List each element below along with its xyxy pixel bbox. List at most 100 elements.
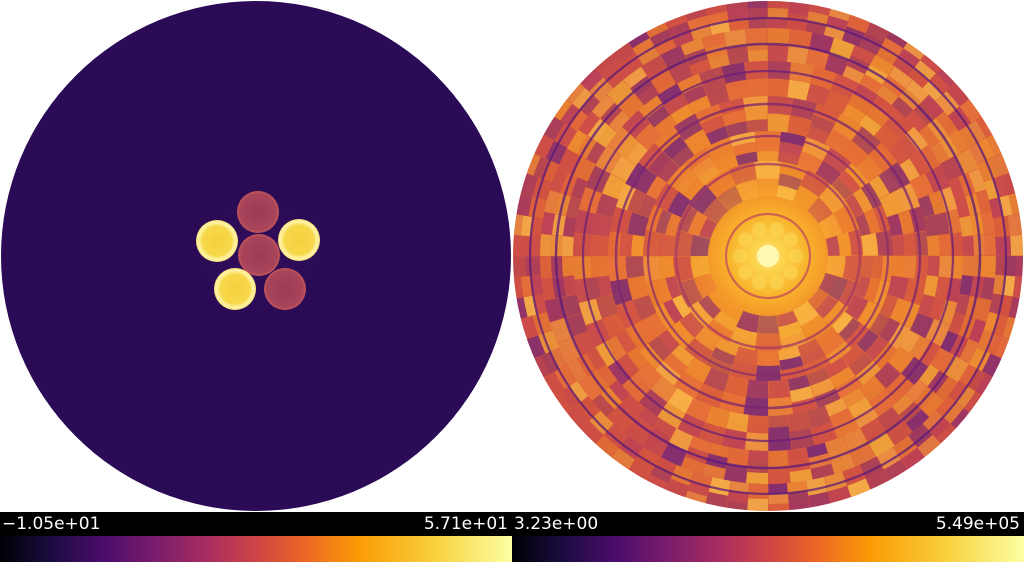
texture-cell	[959, 339, 979, 364]
texture-cell	[950, 408, 972, 431]
texture-cell	[993, 314, 1009, 337]
inner-lobe	[783, 232, 798, 247]
texture-cell	[585, 165, 611, 194]
texture-cell	[831, 178, 853, 200]
texture-cell	[657, 329, 680, 353]
right-image-panel: 3.23e+00 5.49e+05	[512, 0, 1024, 562]
texture-cell	[721, 301, 744, 322]
texture-cell	[789, 386, 814, 403]
texture-cell	[908, 68, 929, 88]
texture-cell	[768, 414, 789, 428]
texture-cell	[859, 74, 883, 94]
texture-cell	[899, 330, 920, 354]
texture-cell	[807, 197, 833, 224]
texture-cell	[863, 209, 881, 234]
texture-cell	[962, 256, 980, 277]
texture-cell	[589, 410, 614, 435]
texture-cell	[983, 312, 999, 333]
texture-cell	[891, 256, 905, 277]
texture-cell	[689, 59, 711, 76]
texture-cell	[800, 314, 831, 343]
texture-cell	[876, 406, 903, 432]
texture-cell	[607, 405, 634, 433]
texture-cell	[831, 456, 856, 475]
texture-cell	[872, 95, 897, 119]
blob-top	[237, 191, 279, 233]
texture-cell	[746, 379, 768, 399]
texture-cell	[980, 277, 995, 300]
texture-cell	[958, 125, 978, 148]
texture-cell	[879, 191, 904, 217]
texture-cell	[928, 297, 946, 321]
right-colorbar-labels: 3.23e+00 5.49e+05	[512, 512, 1024, 536]
texture-cell	[925, 165, 951, 193]
texture-cell	[705, 169, 736, 198]
texture-cell	[825, 256, 846, 278]
texture-cell	[968, 168, 987, 193]
texture-cell	[728, 162, 757, 186]
texture-cell	[885, 110, 914, 138]
texture-cell	[729, 326, 757, 350]
left-colorbar-max: 5.71e+01	[423, 514, 508, 534]
texture-cell	[617, 134, 640, 159]
texture-cell	[626, 142, 648, 166]
texture-cell	[690, 25, 712, 41]
texture-cell	[948, 312, 966, 335]
texture-cell	[724, 463, 748, 483]
texture-cell	[746, 119, 768, 133]
texture-cell	[806, 83, 831, 107]
texture-cell	[568, 110, 588, 132]
texture-cell	[936, 66, 958, 88]
texture-cell	[586, 141, 606, 165]
texture-cell	[926, 256, 940, 277]
inner-lobe	[752, 222, 767, 237]
texture-cell	[533, 156, 550, 179]
texture-cell	[726, 45, 749, 65]
texture-cell	[778, 346, 801, 361]
texture-cell	[939, 186, 958, 212]
texture-cell	[513, 235, 526, 256]
dark-ring	[554, 42, 982, 470]
texture-cell	[888, 346, 915, 374]
texture-cell	[993, 274, 1006, 295]
texture-cell	[671, 344, 695, 367]
texture-cell	[959, 215, 973, 237]
texture-cell	[884, 459, 910, 483]
texture-cell	[635, 169, 658, 194]
texture-cell	[896, 134, 919, 159]
texture-cell	[622, 110, 650, 139]
texture-cell	[734, 346, 759, 366]
texture-cell	[948, 129, 969, 154]
texture-cell	[755, 332, 782, 351]
texture-cell	[865, 105, 890, 128]
texture-cell	[847, 93, 872, 115]
texture-cell	[723, 29, 747, 49]
texture-cell	[876, 84, 899, 105]
texture-cell	[757, 178, 779, 197]
texture-cell	[810, 114, 835, 134]
texture-cell	[890, 298, 910, 323]
texture-cell	[825, 357, 849, 378]
texture-cell	[703, 367, 730, 392]
texture-cell	[975, 374, 995, 397]
texture-cell	[936, 376, 958, 401]
texture-cell	[725, 411, 749, 433]
texture-cell	[638, 95, 664, 119]
texture-cell	[668, 21, 691, 38]
texture-cell	[602, 313, 627, 339]
texture-cell	[675, 170, 698, 195]
texture-cell	[638, 143, 663, 169]
texture-cell	[688, 211, 708, 236]
texture-cell	[702, 197, 729, 224]
texture-cell	[914, 256, 928, 281]
texture-cell	[787, 115, 812, 137]
texture-cell	[806, 48, 829, 70]
texture-cell	[940, 330, 959, 353]
texture-cell	[677, 278, 703, 308]
texture-cell	[626, 29, 650, 49]
texture-cell	[650, 29, 672, 47]
texture-cell	[725, 79, 749, 101]
texture-cell	[697, 165, 721, 186]
texture-cell	[541, 372, 565, 398]
texture-cell	[852, 188, 873, 213]
